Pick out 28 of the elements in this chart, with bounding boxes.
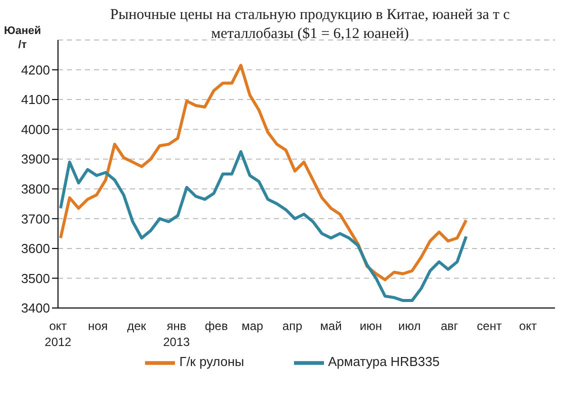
x-tick-label: ноя: [88, 319, 108, 333]
y-tick-label: 3900: [21, 152, 50, 167]
y-tick-label: 3700: [21, 211, 50, 226]
y-tick-label: 3500: [21, 270, 50, 286]
y-tick-label: 4000: [21, 122, 50, 137]
x-tick-label: июн: [360, 319, 382, 333]
legend-label: Арматура HRB335: [328, 354, 440, 370]
y-tick-label: 3800: [21, 182, 50, 197]
y-axis-title: Юаней /т: [4, 24, 41, 52]
y-tick-label: 4200: [21, 62, 50, 78]
legend-label: Г/к рулоны: [179, 354, 244, 370]
x-tick-label: окт 2012: [44, 319, 72, 349]
x-tick-label: авг: [440, 319, 459, 333]
line-series: [59, 64, 468, 282]
x-tick-label: сент: [476, 319, 502, 333]
x-tick-label: дек: [127, 319, 147, 333]
x-tick-label: апр: [282, 319, 303, 333]
x-tick-label: фев: [204, 319, 228, 333]
chart-title: Рыночные цены на стальную продукцию в Китае, юаней за т с металлобазы ($1 = 6,12 юаней): [110, 6, 510, 44]
x-tick-label: июл: [398, 319, 421, 333]
y-tick-label: 4100: [21, 92, 50, 108]
line-series: [59, 150, 468, 302]
x-tick-label: янв 2013: [163, 319, 190, 349]
x-tick-label: май: [320, 319, 342, 333]
x-tick-label: окт: [519, 319, 538, 333]
y-tick-label: 3400: [21, 300, 50, 316]
y-tick-label: 3600: [21, 241, 50, 256]
x-tick-label: мар: [242, 319, 264, 333]
